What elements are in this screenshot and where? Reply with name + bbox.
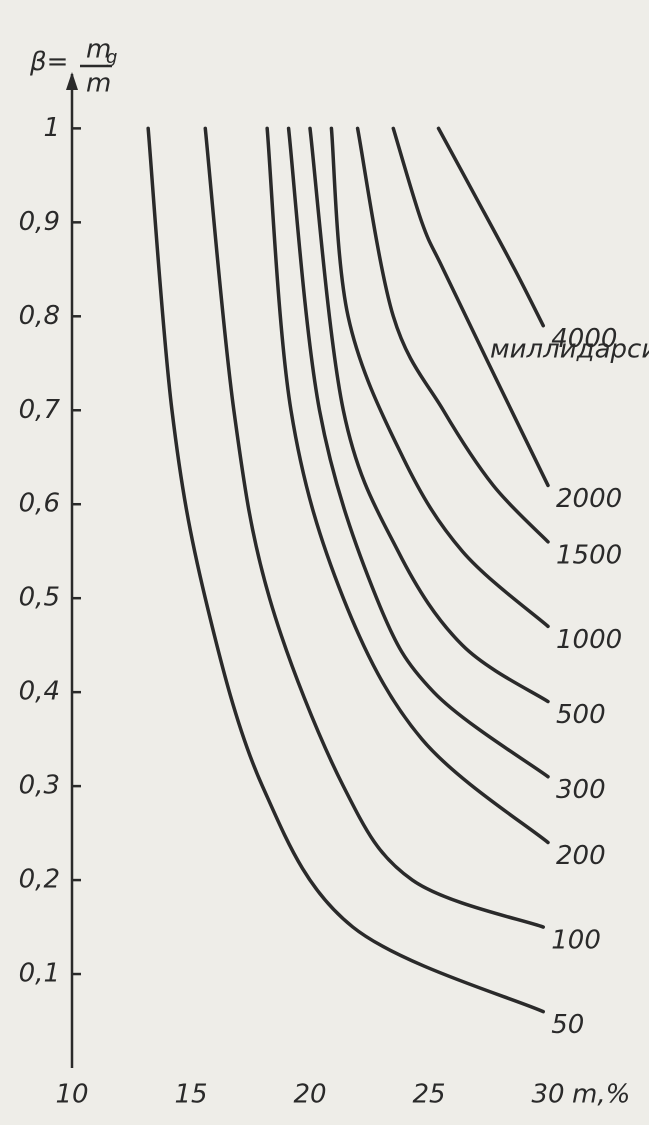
y-tick-label: 0,8 xyxy=(19,301,60,331)
x-tick-label: 20 xyxy=(293,1080,326,1110)
x-tick-label: 30 xyxy=(531,1080,564,1110)
series-label: 200 xyxy=(556,841,606,871)
curve xyxy=(146,126,545,1014)
curve xyxy=(355,126,550,544)
y-label-subscript: g xyxy=(106,47,117,68)
x-axis-label: m,% xyxy=(572,1080,630,1110)
series-label: 1000 xyxy=(556,625,622,655)
curve xyxy=(203,126,545,929)
series-label: 500 xyxy=(556,700,606,730)
curve xyxy=(286,126,550,779)
series-label: 100 xyxy=(551,926,601,956)
y-tick-label: 0,3 xyxy=(19,771,60,801)
series-label: 300 xyxy=(556,775,606,805)
x-tick-label: 10 xyxy=(55,1080,88,1110)
y-label-prefix: β= xyxy=(29,47,68,77)
y-tick-label: 0,7 xyxy=(19,395,61,425)
y-tick-label: 0,4 xyxy=(19,677,60,707)
series-label: 4000 xyxy=(551,324,617,354)
y-label-numerator: m xyxy=(86,35,111,65)
y-axis-label: β= xyxy=(29,47,68,77)
curve xyxy=(329,126,550,629)
series-label: 50 xyxy=(551,1010,584,1040)
y-axis-arrow xyxy=(66,72,78,90)
curve xyxy=(265,126,550,845)
y-tick-label: 0,1 xyxy=(19,959,60,989)
series-label: 2000 xyxy=(556,484,622,514)
curve xyxy=(436,126,545,328)
series-label: 1500 xyxy=(556,540,622,570)
annotation: миллидарси xyxy=(490,335,649,365)
y-tick-label: 1 xyxy=(43,113,60,143)
y-tick-label: 0,9 xyxy=(19,207,60,237)
x-tick-label: 25 xyxy=(412,1080,445,1110)
y-tick-label: 0,6 xyxy=(19,489,60,519)
curve xyxy=(308,126,550,704)
curve xyxy=(391,126,550,488)
y-tick-label: 0,2 xyxy=(19,865,60,895)
x-tick-label: 15 xyxy=(174,1080,207,1110)
y-label-denominator: m xyxy=(86,69,111,99)
y-tick-label: 0,5 xyxy=(19,583,60,613)
